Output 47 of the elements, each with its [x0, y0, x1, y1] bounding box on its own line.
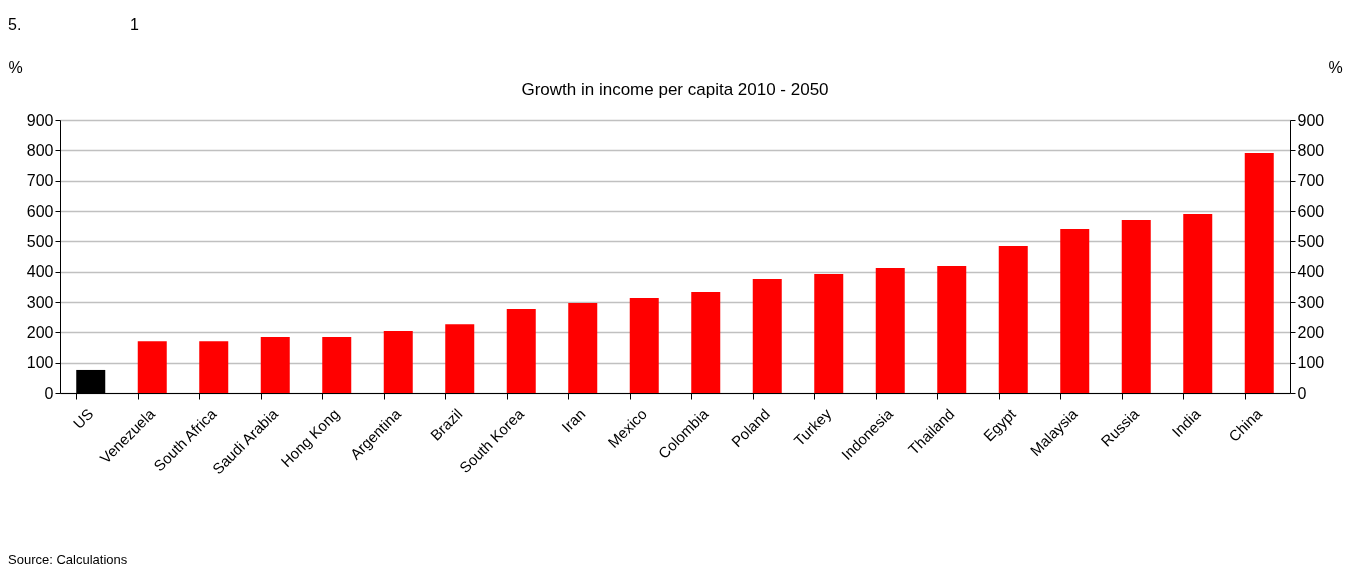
y2-tick-label: 100 [1297, 354, 1325, 372]
bar [322, 336, 352, 393]
y-tick-label: 900 [26, 111, 54, 129]
y2-tick-label: 600 [1297, 202, 1325, 220]
y-tick-label: 100 [26, 354, 54, 372]
y2-axis-title: % [1328, 58, 1343, 76]
bar [1121, 220, 1151, 393]
bar [137, 341, 167, 393]
bar [506, 308, 536, 393]
bar [445, 324, 475, 393]
y-tick-label: 300 [26, 293, 54, 311]
y2-tick-label: 200 [1297, 323, 1325, 341]
y-tick-label: 200 [26, 323, 54, 341]
y-axis-title: % [8, 58, 23, 76]
text: 1 [130, 16, 139, 33]
bar [568, 302, 598, 393]
y-tick-label: 700 [26, 172, 54, 190]
bar [691, 291, 721, 393]
bar [1244, 153, 1274, 393]
bar [1183, 214, 1213, 393]
bar [260, 336, 290, 393]
bar [199, 341, 229, 393]
y-tick-label: 800 [26, 141, 54, 159]
y2-tick-label: 500 [1297, 232, 1325, 250]
bar [814, 274, 844, 393]
y-tick-label: 400 [26, 263, 54, 281]
bar [629, 298, 659, 393]
x-tick-label: Iran [558, 405, 589, 436]
chart-title: Growth in income per capita 2010 - 2050 [521, 80, 829, 99]
bar [875, 268, 905, 393]
y2-tick-label: 400 [1297, 263, 1325, 281]
y2-tick-label: 800 [1297, 141, 1325, 159]
y2-tick-label: 300 [1297, 293, 1325, 311]
y-tick-label: 0 [44, 384, 54, 402]
y-tick-label: 500 [26, 232, 54, 250]
text: 5. [8, 16, 22, 33]
y2-tick-label: 900 [1297, 111, 1325, 129]
source-note: Source: Calculations [8, 552, 128, 567]
y-tick-label: 600 [26, 202, 54, 220]
y2-tick-label: 0 [1297, 384, 1307, 402]
bar [998, 245, 1028, 393]
x-tick-label: US [69, 405, 97, 432]
bar [937, 265, 967, 393]
bar [1060, 228, 1090, 393]
y2-tick-label: 700 [1297, 172, 1325, 190]
bar [752, 278, 782, 393]
bar [383, 331, 413, 393]
